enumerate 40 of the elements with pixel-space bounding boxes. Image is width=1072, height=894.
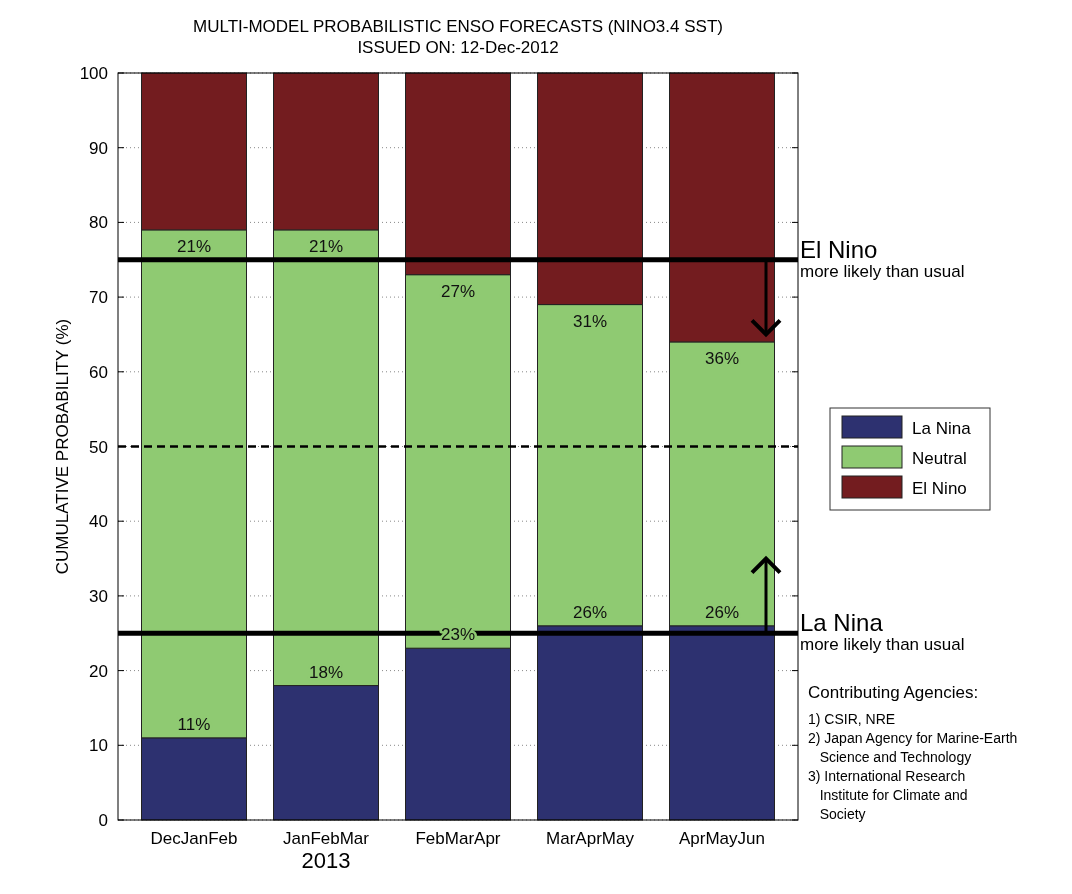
y-tick-label: 70	[89, 288, 108, 308]
legend-label: El Nino	[912, 479, 967, 498]
text: 3) International Research Institute for Climate and Society	[808, 768, 968, 822]
ref-line-label: La Nina	[800, 609, 884, 637]
data-label: 21%	[308, 236, 344, 256]
text: more likely than usual	[800, 635, 965, 655]
y-tick-label: 50	[89, 437, 108, 457]
text: 1) CSIR, NRE	[808, 711, 896, 727]
x-tick-label: DecJanFeb	[150, 829, 238, 848]
y-axis-title: CUMULATIVE PROBABILITY (%)	[53, 318, 72, 575]
text: Contributing Agencies:	[808, 683, 979, 702]
x-tick-label: FebMarApr	[415, 829, 501, 848]
y-tick-label: 80	[89, 213, 108, 233]
x-tick-label: AprMayJun	[679, 829, 765, 848]
y-tick-label: 0	[98, 811, 108, 830]
data-label: 21%	[176, 236, 212, 256]
data-label: 26%	[572, 602, 608, 622]
x-tick-label: JanFebMar	[283, 829, 370, 848]
chart-subtitle: ISSUED ON: 12-Dec-2012	[357, 38, 559, 57]
chart-title: MULTI-MODEL PROBABILISTIC ENSO FORECASTS (NINO3.4 SST)	[193, 17, 723, 36]
x-tick-label: MarAprMay	[546, 829, 635, 848]
legend-label: Neutral	[912, 449, 967, 468]
text: more likely than usual	[800, 261, 965, 281]
y-tick-label: 90	[89, 138, 108, 158]
data-label: 26%	[704, 602, 740, 622]
text: 2) Japan Agency for Marine-Earth Science and Technology	[808, 730, 1018, 765]
text: 2013	[301, 848, 351, 873]
y-tick-label: 100	[79, 64, 108, 83]
y-tick-label: 10	[89, 736, 108, 756]
y-tick-label: 30	[89, 586, 108, 606]
legend-label: La Nina	[912, 419, 972, 438]
y-tick-label: 60	[89, 362, 108, 382]
y-tick-label: 40	[89, 512, 108, 532]
data-label: 18%	[308, 662, 344, 682]
y-tick-label: 20	[89, 661, 108, 681]
data-label: 36%	[704, 348, 740, 368]
data-label: 11%	[177, 714, 211, 734]
ref-line-label: El Nino	[800, 235, 878, 263]
data-label: 27%	[440, 281, 476, 301]
data-label: 31%	[572, 311, 608, 331]
